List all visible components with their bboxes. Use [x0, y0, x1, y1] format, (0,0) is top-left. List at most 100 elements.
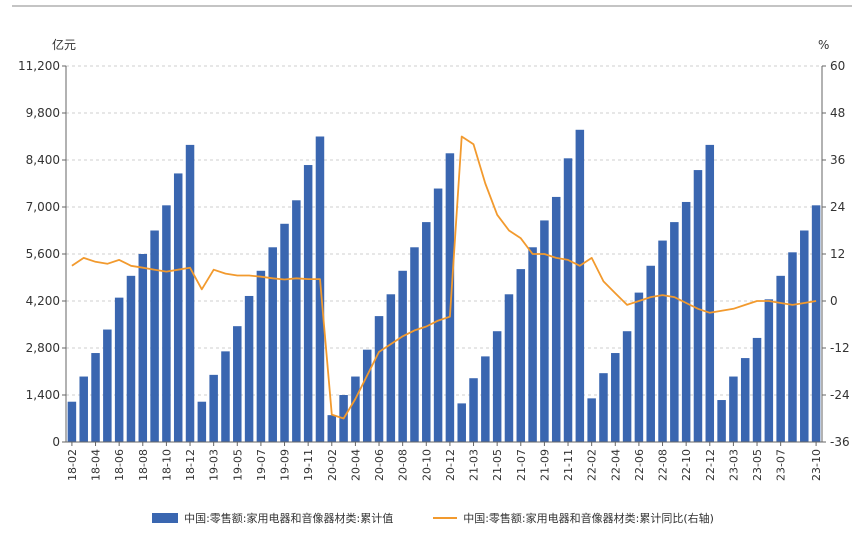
- bar: [469, 378, 478, 442]
- y-axis-labels: 11,200 9,800 8,400 7,000 5,600 4,200 2,800 1,40…: [18, 59, 850, 449]
- x-tick-label: 18-04: [90, 449, 103, 481]
- bar: [634, 292, 644, 442]
- legend-line-label: 中国:零售额:家用电器和音像器材类:累计同比(右轴): [463, 512, 714, 525]
- bar: [800, 230, 809, 442]
- right-tick-label: -36: [830, 435, 850, 449]
- bar: [622, 331, 632, 442]
- bar: [788, 252, 797, 442]
- bar: [197, 401, 207, 442]
- bar: [126, 275, 136, 442]
- x-tick-label: 22-02: [586, 449, 599, 481]
- right-tick-label: 48: [830, 106, 845, 120]
- bar: [103, 329, 112, 442]
- bar: [79, 376, 88, 442]
- bar: [67, 401, 77, 442]
- x-tick-label: 22-06: [633, 449, 646, 481]
- x-tick-label: 19-07: [255, 449, 268, 481]
- x-tick-label: 21-03: [468, 449, 481, 481]
- bar: [221, 351, 230, 442]
- x-tick-label: 18-02: [66, 449, 79, 481]
- legend-item-line: 中国:零售额:家用电器和音像器材类:累计同比(右轴): [433, 510, 714, 526]
- bar: [681, 201, 691, 442]
- x-tick-label: 18-06: [113, 449, 126, 481]
- left-tick-label: 0: [52, 435, 60, 449]
- left-axis-unit: 亿元: [52, 37, 76, 52]
- bar: [563, 158, 573, 443]
- left-tick-label: 4,200: [26, 294, 60, 308]
- left-tick-label: 9,800: [26, 106, 60, 120]
- x-axis-labels: 18-02 18-04 18-06 18-08 18-10 18-12 19-03 19-05…: [66, 442, 823, 481]
- right-tick-label: 24: [830, 200, 845, 214]
- legend-line-swatch: [433, 517, 458, 519]
- left-tick-label: 1,400: [26, 388, 60, 402]
- x-tick-label: 23-10: [810, 449, 823, 481]
- right-tick-label: -12: [830, 341, 850, 355]
- bar: [492, 331, 502, 442]
- legend-item-bar: 中国:零售额:家用电器和音像器材类:累计值: [152, 510, 393, 526]
- bar: [693, 170, 703, 443]
- x-tick-label: 18-10: [160, 449, 173, 481]
- right-tick-label: -24: [830, 388, 850, 402]
- bar: [209, 374, 218, 442]
- bar: [528, 247, 537, 442]
- bar: [233, 326, 242, 442]
- bar: [811, 205, 821, 442]
- bar: [386, 294, 396, 442]
- x-tick-label: 20-04: [349, 449, 362, 481]
- bar: [646, 265, 655, 442]
- bar: [670, 222, 679, 442]
- bar: [764, 299, 774, 442]
- bar: [280, 223, 289, 442]
- bar: [776, 275, 785, 442]
- x-tick-label: 21-05: [491, 449, 504, 481]
- bar: [422, 222, 431, 442]
- x-tick-label: 22-12: [704, 449, 717, 481]
- yoy-line: [71, 135, 817, 420]
- bar: [445, 153, 455, 443]
- x-tick-label: 23-07: [775, 449, 788, 481]
- bar: [575, 129, 585, 443]
- bar: [551, 196, 561, 442]
- bar: [315, 136, 325, 442]
- left-tick-label: 8,400: [26, 153, 60, 167]
- axes: [65, 66, 823, 443]
- x-tick-label: 23-05: [751, 449, 764, 481]
- x-tick-label: 19-09: [279, 449, 292, 481]
- x-tick-label: 20-12: [444, 449, 457, 481]
- bar: [173, 173, 183, 442]
- left-tick-label: 7,000: [26, 200, 60, 214]
- bar: [292, 200, 301, 442]
- x-tick-label: 21-09: [538, 449, 551, 481]
- x-tick-label: 21-11: [562, 449, 575, 481]
- bar: [717, 400, 726, 442]
- line-series: [71, 135, 817, 420]
- bar: [752, 337, 762, 442]
- x-tick-label: 20-08: [397, 449, 410, 481]
- x-tick-label: 19-11: [302, 449, 315, 481]
- bar: [268, 247, 277, 442]
- bar: [729, 376, 738, 442]
- bar: [599, 373, 608, 442]
- x-tick-label: 22-10: [680, 449, 693, 481]
- bar: [587, 398, 596, 442]
- bar: [611, 353, 620, 442]
- bar: [705, 144, 715, 442]
- bar: [327, 415, 337, 442]
- right-axis-unit: %: [818, 38, 829, 52]
- x-tick-label: 18-12: [184, 449, 197, 481]
- bar: [410, 247, 419, 442]
- bar: [303, 165, 313, 443]
- bar: [256, 270, 266, 442]
- right-tick-label: 0: [830, 294, 838, 308]
- right-tick-label: 60: [830, 59, 845, 73]
- bar: [185, 144, 195, 442]
- x-tick-label: 21-07: [515, 449, 528, 481]
- x-tick-label: 19-03: [208, 449, 221, 481]
- left-tick-label: 2,800: [26, 341, 60, 355]
- x-tick-label: 19-05: [231, 449, 244, 481]
- legend-bar-swatch: [152, 513, 179, 523]
- right-tick-label: 12: [830, 247, 845, 261]
- x-tick-label: 22-08: [657, 449, 670, 481]
- bar: [658, 240, 667, 442]
- bar: [91, 353, 100, 442]
